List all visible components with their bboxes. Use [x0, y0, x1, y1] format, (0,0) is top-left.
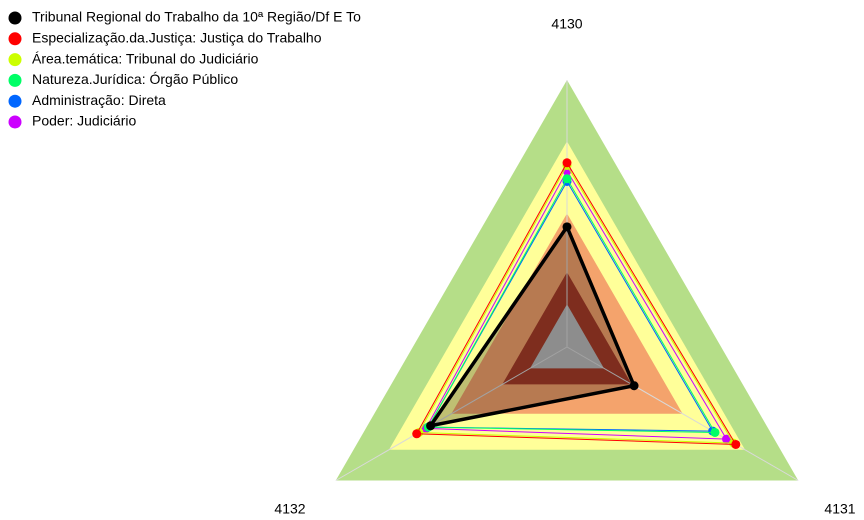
- legend-marker: [8, 32, 22, 46]
- legend-marker: [8, 11, 22, 25]
- spoke: [566, 346, 799, 481]
- series-point: [710, 427, 720, 437]
- series-line: [427, 180, 714, 432]
- series-line: [415, 161, 737, 445]
- legend-marker: [8, 94, 22, 108]
- legend-marker: [8, 53, 22, 67]
- series-line: [425, 169, 728, 440]
- series-line: [427, 177, 716, 433]
- axis-label: 4130: [551, 16, 582, 32]
- series-point: [722, 434, 732, 444]
- legend-label: Tribunal Regional do Trabalho da 10ª Reg…: [32, 9, 361, 25]
- series-point: [562, 158, 572, 168]
- series-point: [562, 222, 572, 232]
- legend-label: Área.temática: Tribunal do Judiciário: [32, 50, 259, 66]
- series-point: [562, 174, 572, 184]
- legend-marker: [8, 73, 22, 87]
- legend-label: Administração: Direta: [32, 92, 166, 108]
- legend-marker: [8, 115, 22, 129]
- series-point: [731, 439, 741, 449]
- series-point: [426, 421, 436, 431]
- series-line: [418, 164, 735, 444]
- series-line: [426, 223, 637, 429]
- spoke: [335, 346, 568, 481]
- series-point: [629, 381, 639, 391]
- axis-label: 4132: [274, 501, 305, 517]
- legend-label: Especialização.da.Justiça: Justiça do Tr…: [32, 30, 322, 46]
- series-point: [412, 429, 422, 439]
- axis-label: 4131: [824, 501, 855, 517]
- legend-label: Poder: Judiciário: [32, 113, 136, 129]
- legend-label: Natureza.Jurídica: Órgão Público: [32, 71, 238, 87]
